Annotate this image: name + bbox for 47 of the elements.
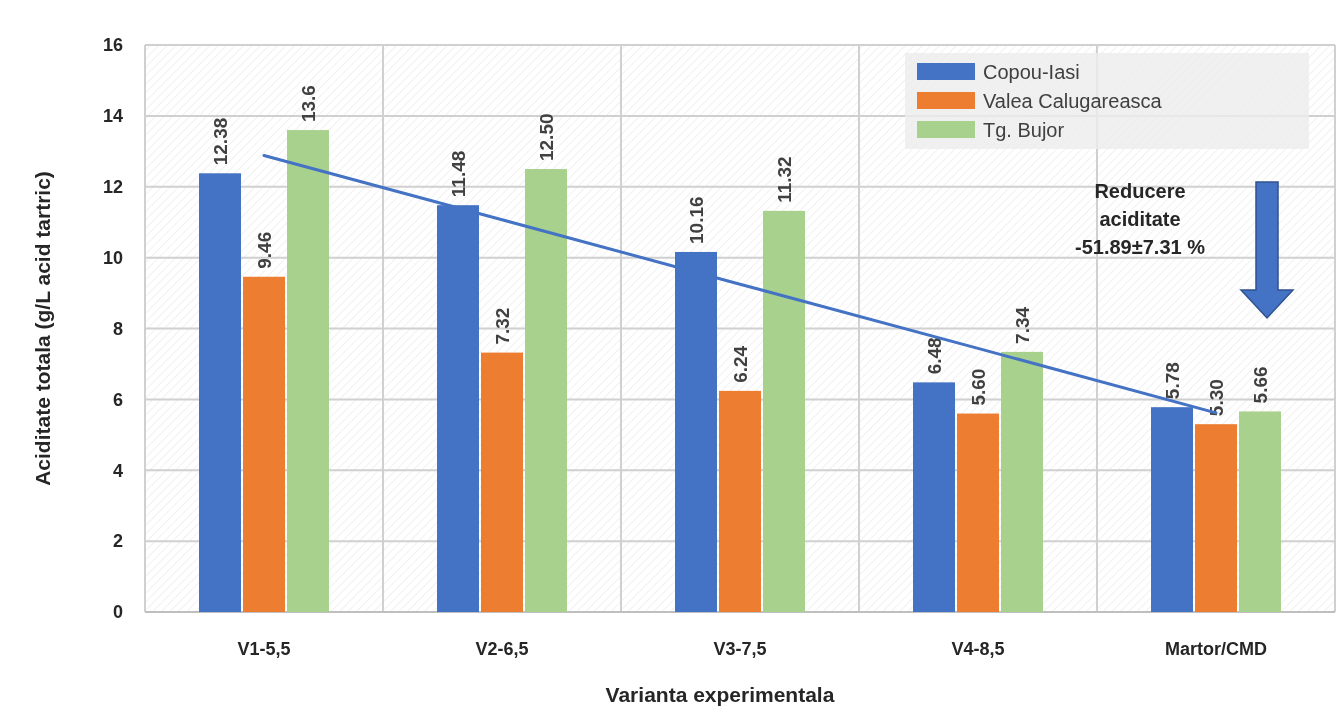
data-label: 5.66 <box>1250 366 1271 404</box>
data-label: 7.34 <box>1012 306 1033 344</box>
bar <box>287 130 329 612</box>
legend-label: Copou-Iasi <box>983 61 1080 83</box>
y-axis-title: Aciditate totala (g/L acid tartric) <box>31 171 54 486</box>
x-tick-label: V2-6,5 <box>475 639 529 659</box>
x-tick-label: V3-7,5 <box>713 639 767 659</box>
data-label: 12.50 <box>536 113 557 162</box>
y-tick-label: 8 <box>112 318 123 339</box>
x-tick-label: Martor/CMD <box>1165 639 1267 659</box>
bar <box>1239 411 1281 612</box>
y-tick-label: 6 <box>112 389 123 410</box>
bar <box>763 210 805 612</box>
bar <box>913 382 955 612</box>
data-label: 13.6 <box>298 85 319 123</box>
y-tick-label: 4 <box>112 460 123 481</box>
legend-label: Valea Calugareasca <box>983 90 1163 112</box>
data-label: 12.38 <box>210 117 231 166</box>
data-label: 6.48 <box>924 337 945 375</box>
legend-label: Tg. Bujor <box>983 119 1065 141</box>
y-tick-label: 16 <box>102 35 123 56</box>
x-tick-label: V1-5,5 <box>237 639 291 659</box>
data-label: 11.32 <box>774 156 795 203</box>
bar <box>481 352 523 612</box>
data-label: 6.24 <box>730 345 751 383</box>
data-label: 5.30 <box>1206 379 1227 417</box>
annotation: Reducere aciditate -51.89±7.31 % <box>1075 180 1206 258</box>
bar <box>1195 424 1237 612</box>
bar <box>1001 351 1043 612</box>
bar <box>243 276 285 612</box>
y-tick-label: 0 <box>112 602 123 623</box>
data-label: 9.46 <box>254 231 275 269</box>
bar <box>199 173 241 612</box>
data-label: 5.78 <box>1162 362 1183 400</box>
y-tick-label: 2 <box>112 531 123 552</box>
bar <box>525 169 567 612</box>
y-tick-label: 14 <box>102 106 123 127</box>
data-label: 5.60 <box>968 368 989 406</box>
y-tick-label: 12 <box>102 177 123 198</box>
data-label: 10.16 <box>686 196 707 244</box>
x-tick-label: V4-8,5 <box>951 639 1005 659</box>
bar <box>957 413 999 612</box>
bar <box>719 390 761 612</box>
y-tick-label: 10 <box>102 247 123 268</box>
data-label: 7.32 <box>492 307 513 345</box>
data-label: 11.48 <box>448 150 469 198</box>
x-axis-title: Varianta experimentala <box>605 683 835 706</box>
